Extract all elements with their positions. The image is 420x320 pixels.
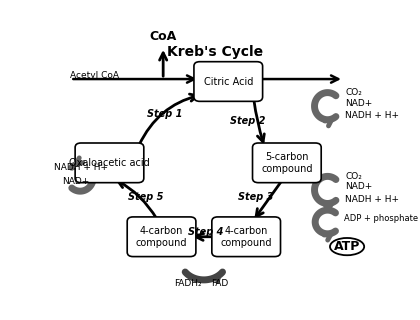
Text: Step 3: Step 3 xyxy=(238,192,273,202)
Text: Kreb's Cycle: Kreb's Cycle xyxy=(167,44,263,59)
Text: FADH₂: FADH₂ xyxy=(174,279,202,288)
Text: CoA: CoA xyxy=(150,30,177,43)
Text: CO₂: CO₂ xyxy=(345,172,362,181)
FancyBboxPatch shape xyxy=(75,143,144,183)
Text: Acetyl CoA: Acetyl CoA xyxy=(71,71,119,80)
FancyBboxPatch shape xyxy=(127,217,196,257)
Text: NAD+: NAD+ xyxy=(345,182,373,191)
Text: ATP: ATP xyxy=(334,240,360,253)
Text: Step 1: Step 1 xyxy=(147,108,182,118)
Text: Step 4: Step 4 xyxy=(188,227,223,237)
Text: NAD+: NAD+ xyxy=(62,177,89,186)
FancyBboxPatch shape xyxy=(212,217,281,257)
Text: CO₂: CO₂ xyxy=(345,88,362,97)
Text: NADH + H+: NADH + H+ xyxy=(345,111,399,120)
Text: Oxaloacetic acid: Oxaloacetic acid xyxy=(69,158,150,168)
Text: Step 5: Step 5 xyxy=(128,192,163,202)
FancyBboxPatch shape xyxy=(252,143,321,183)
Text: ADP + phosphate: ADP + phosphate xyxy=(344,214,418,223)
Text: 4-carbon
compound: 4-carbon compound xyxy=(220,226,272,248)
Text: NADH + H+: NADH + H+ xyxy=(54,163,108,172)
Text: 4-carbon
compound: 4-carbon compound xyxy=(136,226,187,248)
Text: NAD+: NAD+ xyxy=(345,99,373,108)
Text: 5-carbon
compound: 5-carbon compound xyxy=(261,152,312,174)
Text: Step 2: Step 2 xyxy=(230,116,265,126)
FancyBboxPatch shape xyxy=(194,62,262,101)
Text: Citric Acid: Citric Acid xyxy=(204,76,253,86)
Text: NADH + H+: NADH + H+ xyxy=(345,195,399,204)
Ellipse shape xyxy=(330,238,364,255)
Text: FAD: FAD xyxy=(212,279,229,288)
